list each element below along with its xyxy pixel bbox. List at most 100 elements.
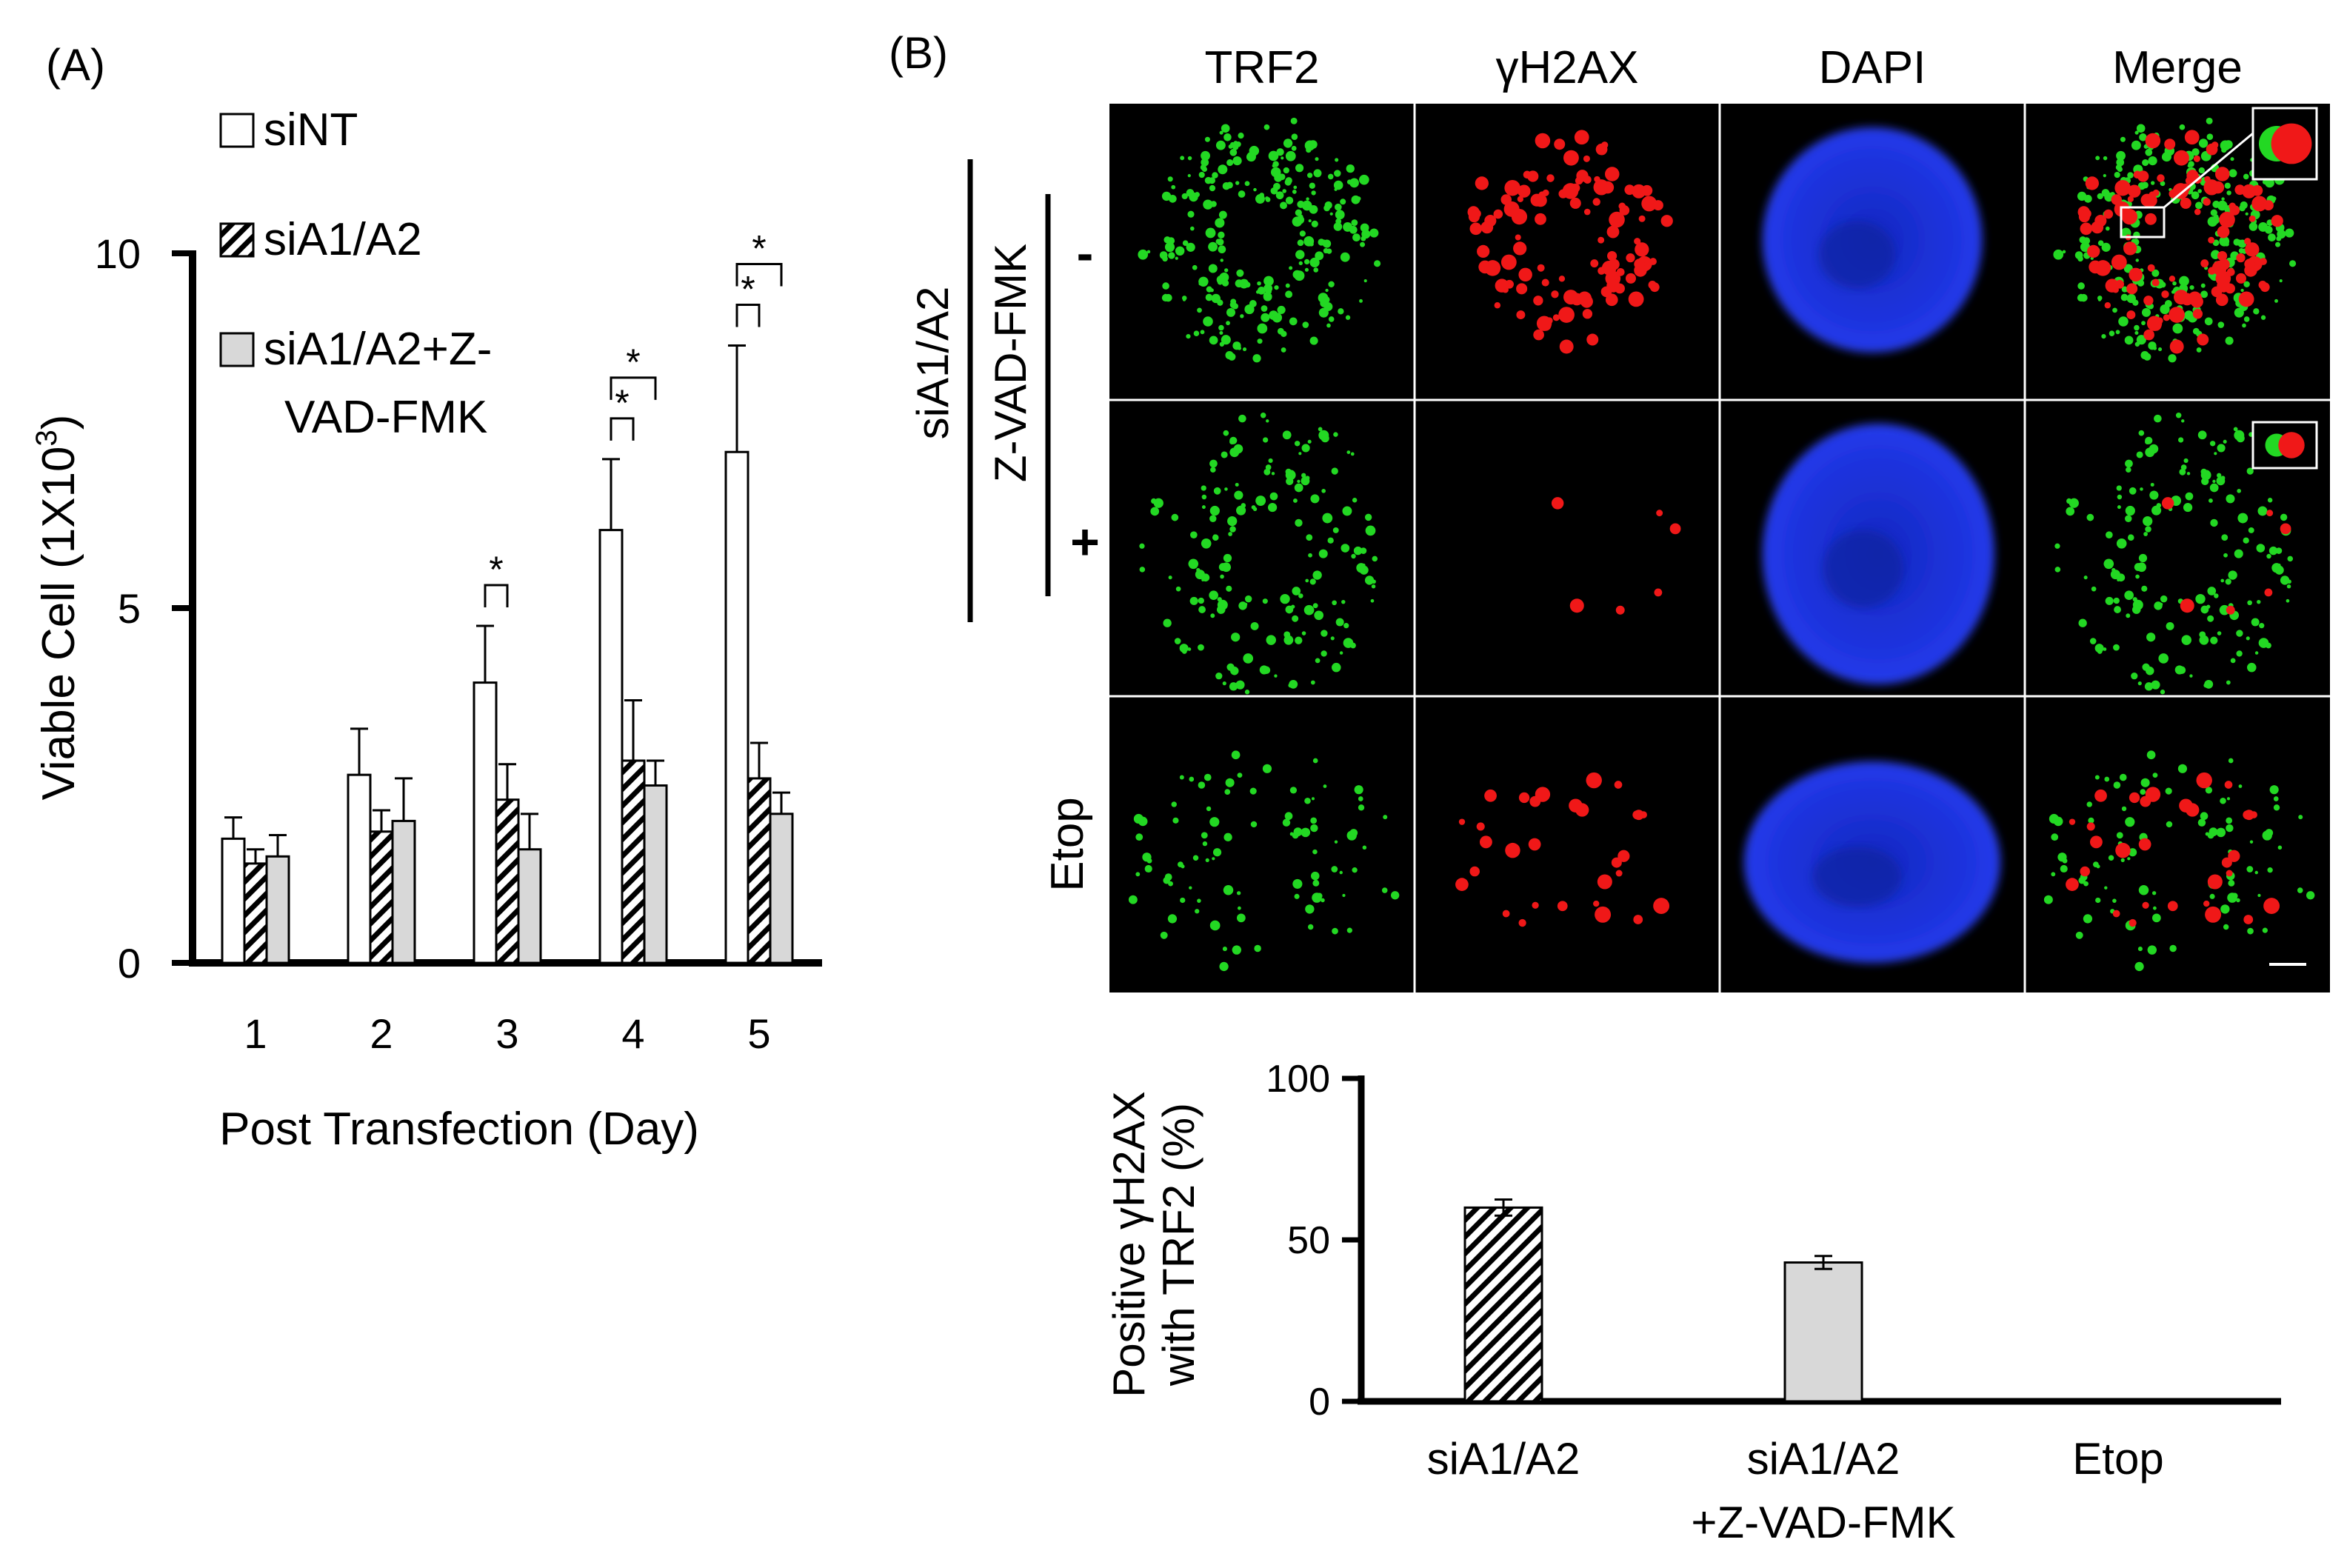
x-tick-label: 5: [747, 1010, 770, 1057]
trf2-focus: [2209, 483, 2219, 493]
trf2-focus: [2117, 578, 2120, 581]
trf2-focus: [2153, 346, 2157, 350]
trf2-focus: [2185, 492, 2194, 501]
h2ax-focus: [1656, 510, 1663, 517]
trf2-focus: [2177, 764, 2188, 773]
h2ax-focus: [1535, 213, 1546, 225]
trf2-focus: [1212, 172, 1218, 179]
trf2-focus: [1318, 427, 1323, 432]
trf2-focus: [1291, 133, 1298, 141]
trf2-focus: [1223, 553, 1232, 563]
trf2-focus: [2128, 848, 2137, 857]
column-header: Merge: [2112, 42, 2243, 93]
h2ax-focus: [1626, 253, 1635, 263]
h2ax-focus: [1575, 176, 1583, 185]
trf2-focus: [1312, 849, 1318, 855]
image-cell: [2025, 696, 2330, 992]
trf2-focus: [1285, 290, 1293, 298]
h2ax-focus: [1515, 234, 1521, 241]
trf2-focus: [2051, 833, 2059, 841]
h2ax-focus: [1649, 282, 1660, 293]
y-tick-label: 100: [1266, 1058, 1330, 1101]
trf2-focus: [1307, 439, 1312, 444]
trf2-focus: [1374, 260, 1381, 267]
trf2-focus: [1290, 117, 1298, 124]
h2ax-focus: [1504, 179, 1520, 196]
trf2-focus: [2274, 565, 2284, 575]
trf2-focus: [1303, 258, 1310, 265]
trf2-focus: [2243, 537, 2249, 544]
trf2-focus: [1311, 190, 1316, 196]
trf2-focus: [1221, 451, 1228, 458]
trf2-focus: [2237, 488, 2241, 493]
trf2-focus: [2265, 829, 2274, 837]
trf2-focus: [2083, 914, 2093, 924]
trf2-focus: [1305, 904, 1315, 914]
trf2-focus: [2248, 222, 2258, 231]
trf2-focus: [2104, 886, 2108, 890]
trf2-focus: [2195, 201, 2203, 210]
trf2-focus: [1231, 633, 1241, 642]
trf2-focus: [2226, 797, 2230, 801]
trf2-focus: [1282, 189, 1286, 193]
trf2-focus: [2086, 513, 2094, 521]
h2ax-focus: [2094, 260, 2111, 276]
trf2-focus: [1322, 513, 1333, 524]
image-cell: [1415, 400, 1720, 696]
trf2-focus: [2108, 855, 2114, 861]
trf2-focus: [2125, 459, 2133, 468]
trf2-focus: [1294, 893, 1300, 899]
trf2-focus: [2231, 893, 2238, 899]
trf2-focus: [2138, 430, 2145, 436]
trf2-focus: [2140, 487, 2143, 491]
x-tick-label: 3: [495, 1010, 518, 1057]
trf2-focus: [2209, 441, 2216, 447]
trf2-focus: [2112, 307, 2117, 313]
inset-h2ax: [2278, 432, 2305, 458]
trf2-focus: [1224, 268, 1229, 273]
trf2-focus: [1351, 219, 1358, 227]
h2ax-focus: [1476, 822, 1485, 831]
trf2-focus: [1182, 298, 1186, 301]
trf2-focus: [2140, 778, 2150, 787]
h2ax-focus: [1484, 260, 1501, 276]
trf2-focus: [1238, 346, 1242, 350]
trf2-focus: [2246, 636, 2250, 641]
h2ax-focus: [1557, 901, 1568, 912]
trf2-focus: [2054, 543, 2060, 549]
h2ax-focus: [2243, 810, 2254, 821]
trf2-focus: [2226, 817, 2233, 824]
trf2-focus: [2279, 279, 2283, 283]
trf2-focus: [2248, 527, 2254, 533]
trf2-focus: [2247, 927, 2254, 935]
trf2-focus: [2247, 600, 2252, 606]
h2ax-focus: [2219, 211, 2235, 228]
h2ax-focus: [1493, 209, 1503, 219]
trf2-focus: [1232, 303, 1238, 310]
trf2-focus: [2101, 242, 2111, 252]
trf2-focus: [1221, 335, 1231, 345]
image-cell: [1415, 104, 1720, 400]
h2ax-focus: [1598, 236, 1605, 244]
trf2-focus: [1198, 281, 1202, 286]
trf2-focus: [2274, 298, 2278, 303]
h2ax-focus: [1619, 205, 1630, 216]
legend-label: siNT: [264, 104, 358, 156]
h2ax-focus: [1638, 215, 1646, 222]
h2ax-focus: [1614, 781, 1623, 789]
h2ax-focus: [2244, 238, 2251, 245]
h2ax-focus: [1558, 307, 1575, 323]
trf2-focus: [1253, 187, 1257, 192]
h2ax-focus: [2167, 901, 2178, 912]
trf2-focus: [1244, 281, 1251, 288]
trf2-focus: [1189, 776, 1195, 782]
trf2-focus: [2105, 226, 2110, 231]
trf2-focus: [1226, 585, 1232, 592]
h2ax-focus: [1500, 254, 1517, 270]
significance-star: *: [741, 269, 755, 310]
trf2-focus: [1164, 873, 1172, 881]
trf2-focus: [1359, 565, 1369, 575]
bar: [769, 813, 794, 964]
trf2-focus: [2267, 867, 2273, 873]
trf2-focus: [2234, 549, 2243, 558]
